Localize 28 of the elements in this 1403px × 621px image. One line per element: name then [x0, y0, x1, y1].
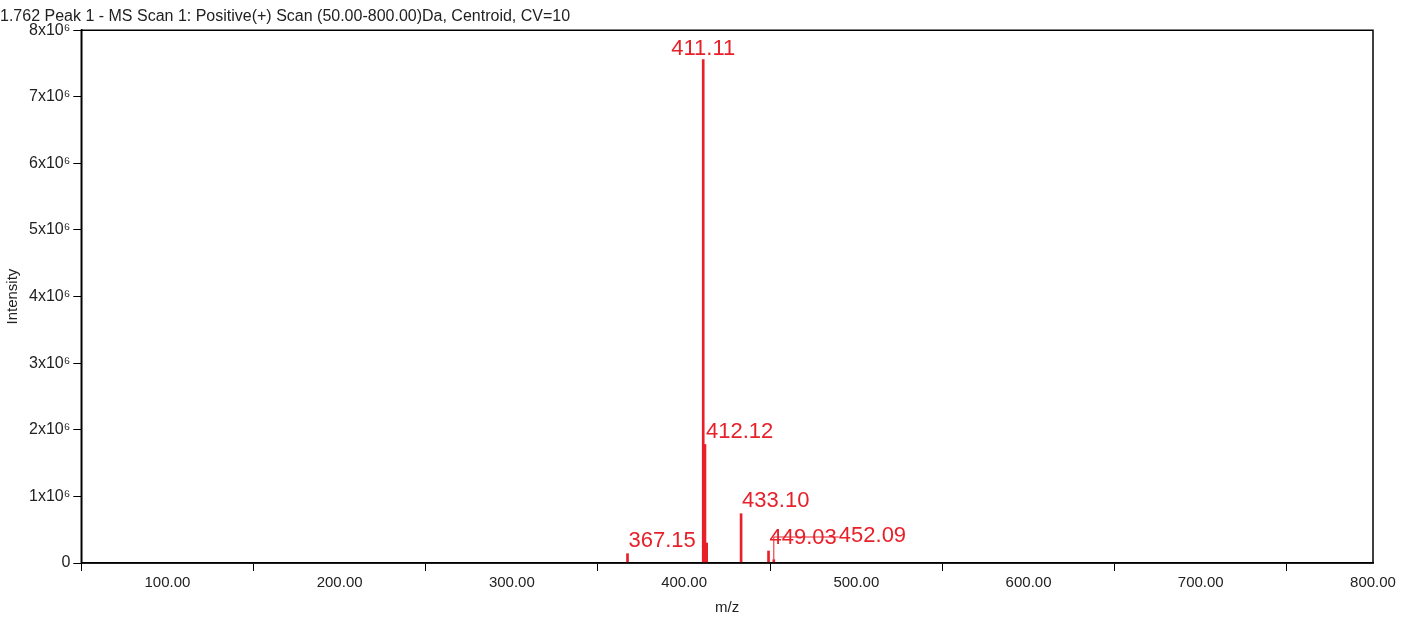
bar: [626, 553, 629, 563]
x-tick-label: 800.00: [1350, 573, 1396, 591]
x-tick-label: 300.00: [488, 573, 535, 591]
annotation: 411.11: [671, 34, 736, 60]
x-axis-title: m/z: [715, 598, 740, 616]
y-tick-label: 7x10⁶: [29, 87, 71, 105]
y-tick-label: 1x10⁶: [29, 486, 71, 504]
x-tick-label: 500.00: [833, 573, 880, 591]
annotation: 367.15: [628, 526, 696, 552]
x-tick-label: 600.00: [1005, 573, 1052, 591]
bar: [767, 550, 770, 563]
y-tick-label: 4x10⁶: [29, 287, 71, 305]
y-axis-title: Intensity: [3, 268, 21, 325]
annotation: 452.09: [838, 522, 907, 548]
x-tick-label: 700.00: [1177, 573, 1224, 591]
x-tick-label: 200.00: [316, 573, 363, 591]
y-tick-label: 6x10⁶: [29, 153, 71, 171]
y-tick-label: 0: [61, 553, 71, 571]
annotation: 433.10: [742, 486, 810, 512]
y-tick-label: 8x10⁶: [29, 20, 71, 38]
y-tick-label: 3x10⁶: [29, 353, 71, 371]
bar: [701, 59, 705, 563]
x-tick-label: 100.00: [144, 573, 191, 591]
y-tick-label: 2x10⁶: [29, 420, 71, 438]
y-tick-label: 5x10⁶: [29, 220, 71, 238]
annotation: 412.12: [705, 417, 774, 443]
x-tick-label: 400.00: [661, 573, 708, 591]
annotation: 449.03: [769, 524, 837, 550]
